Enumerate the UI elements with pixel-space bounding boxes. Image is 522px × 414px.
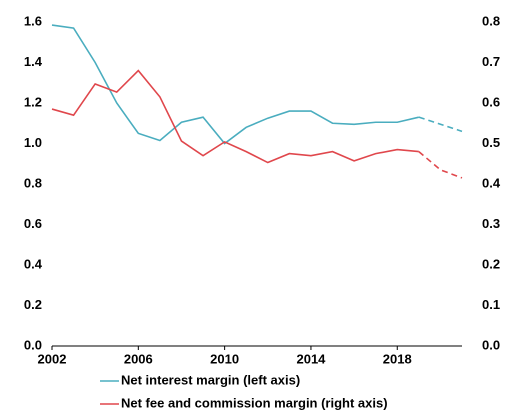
y-tick-label: 0.8 xyxy=(24,175,42,190)
y2-tick-label: 0.5 xyxy=(482,135,500,150)
x-tick-label: 2018 xyxy=(383,351,412,366)
y-tick-label: 0.0 xyxy=(24,337,42,352)
y-tick-label: 1.4 xyxy=(24,54,43,69)
legend-label: Net interest margin (left axis) xyxy=(121,372,300,387)
x-tick-label: 2002 xyxy=(38,351,67,366)
y2-tick-label: 0.8 xyxy=(482,13,500,28)
y2-tick-label: 0.2 xyxy=(482,256,500,271)
y-tick-label: 0.2 xyxy=(24,297,42,312)
legend-label: Net fee and commission margin (right axi… xyxy=(121,395,388,410)
y2-tick-label: 0.4 xyxy=(482,175,501,190)
y-tick-label: 1.2 xyxy=(24,94,42,109)
x-tick-label: 2006 xyxy=(124,351,153,366)
line xyxy=(51,24,420,145)
x-tick-label: 2014 xyxy=(296,351,326,366)
y2-tick-label: 0.0 xyxy=(482,337,500,352)
y-tick-label: 1.0 xyxy=(24,135,42,150)
y-tick-label: 1.6 xyxy=(24,13,42,28)
line xyxy=(51,69,419,164)
y2-tick-label: 0.3 xyxy=(482,216,500,231)
y2-tick-label: 0.7 xyxy=(482,54,500,69)
line-projection xyxy=(418,116,463,133)
y-tick-label: 0.4 xyxy=(24,256,43,271)
y2-tick-label: 0.6 xyxy=(482,94,500,109)
line-projection xyxy=(418,150,463,179)
y2-tick-label: 0.1 xyxy=(482,297,500,312)
x-tick-label: 2010 xyxy=(210,351,239,366)
y-tick-label: 0.6 xyxy=(24,216,42,231)
